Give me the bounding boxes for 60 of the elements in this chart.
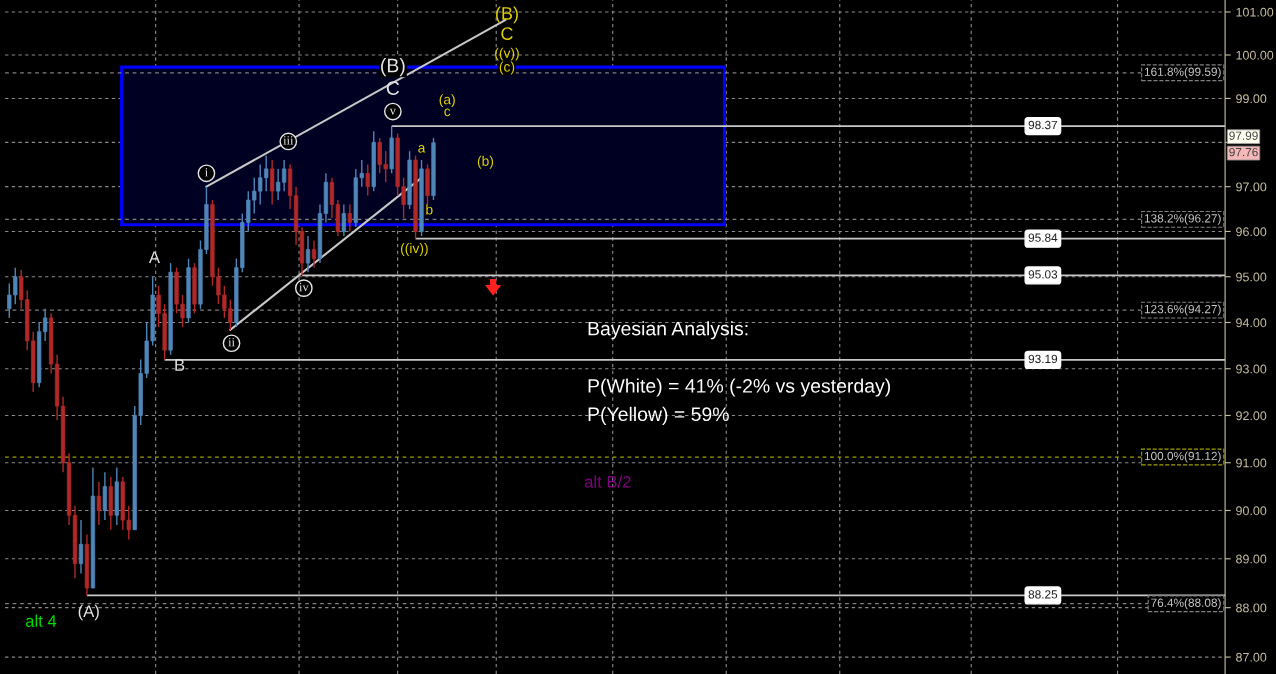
candlestick — [341, 203, 346, 237]
annotation: Bayesian Analysis: — [588, 321, 748, 340]
y-tick-label: 94.00 — [1236, 318, 1267, 328]
annotation: ((v)) — [495, 47, 519, 61]
y-tick-label: 90.00 — [1236, 506, 1267, 516]
annotation: C — [386, 81, 400, 95]
annotation: ii — [228, 337, 235, 347]
candlestick — [270, 159, 275, 206]
annotation: c — [444, 108, 451, 117]
candlestick — [311, 239, 317, 269]
annotation: (A) — [78, 604, 99, 621]
candlestick — [102, 471, 108, 521]
annotation: iii — [283, 136, 294, 145]
text: 97.76 — [1229, 147, 1258, 157]
y-tick-label: 96.00 — [1236, 227, 1267, 237]
candlestick — [365, 163, 370, 197]
ref-line-label: 123.6%(94.27) — [1144, 304, 1221, 316]
ref-line-label: 95.84 — [1028, 233, 1058, 242]
annotation: a — [418, 145, 426, 153]
ref-line-label: 93.19 — [1028, 354, 1058, 364]
annotation: (c) — [499, 61, 515, 75]
y-tick-label: 87.00 — [1236, 652, 1267, 662]
annotation: C — [501, 27, 513, 40]
annotation: P(Yellow) = 59% — [588, 406, 729, 425]
annotation: v — [389, 108, 396, 115]
y-tick-label: 91.00 — [1236, 458, 1267, 468]
ref-line-label: 138.2%(96.27) — [1144, 213, 1221, 225]
annotation: ((iv)) — [400, 243, 428, 256]
y-tick-label: 93.00 — [1236, 364, 1267, 374]
y-tick-label: 92.00 — [1236, 411, 1267, 421]
y-tick-label: 89.00 — [1236, 554, 1267, 564]
ref-line-label: 76.4%(88.08) — [1151, 598, 1221, 610]
y-tick-label: 97.00 — [1236, 182, 1267, 192]
annotation: (a) — [439, 94, 455, 108]
candlestick — [347, 203, 352, 233]
annotation: A — [148, 251, 160, 263]
ref-line-label: 161.8%(99.59) — [1144, 67, 1221, 79]
ref-line-label: 98.37 — [1028, 120, 1058, 130]
annotation: iv — [299, 282, 309, 292]
y-tick-label: 95.00 — [1236, 272, 1267, 282]
y-tick-label: 101.00 — [1236, 7, 1274, 17]
annotation: b — [426, 204, 433, 215]
annotation: P(White) = 41% (-2% vs yesterday) — [588, 378, 891, 397]
annotation: (B) — [496, 6, 518, 24]
annotation: i — [204, 168, 208, 177]
annotation: (B) — [381, 58, 405, 77]
ref-line-label: 100.0%(91.12) — [1144, 451, 1221, 463]
y-tick-label: 88.00 — [1236, 603, 1267, 613]
candlestick — [78, 519, 84, 575]
candlestick — [305, 235, 311, 273]
ref-line-label: 95.03 — [1028, 270, 1058, 279]
annotation: B — [175, 359, 185, 371]
ref-line-label: 88.25 — [1028, 590, 1058, 599]
text: 97.99 — [1229, 131, 1258, 140]
annotation: (b) — [477, 155, 494, 169]
candlestick — [96, 481, 102, 526]
y-tick-label: 100.00 — [1236, 50, 1274, 60]
annotation: alt 4 — [25, 614, 57, 627]
y-tick-label: 99.00 — [1236, 94, 1267, 104]
annotation: alt B/2 — [584, 475, 631, 488]
